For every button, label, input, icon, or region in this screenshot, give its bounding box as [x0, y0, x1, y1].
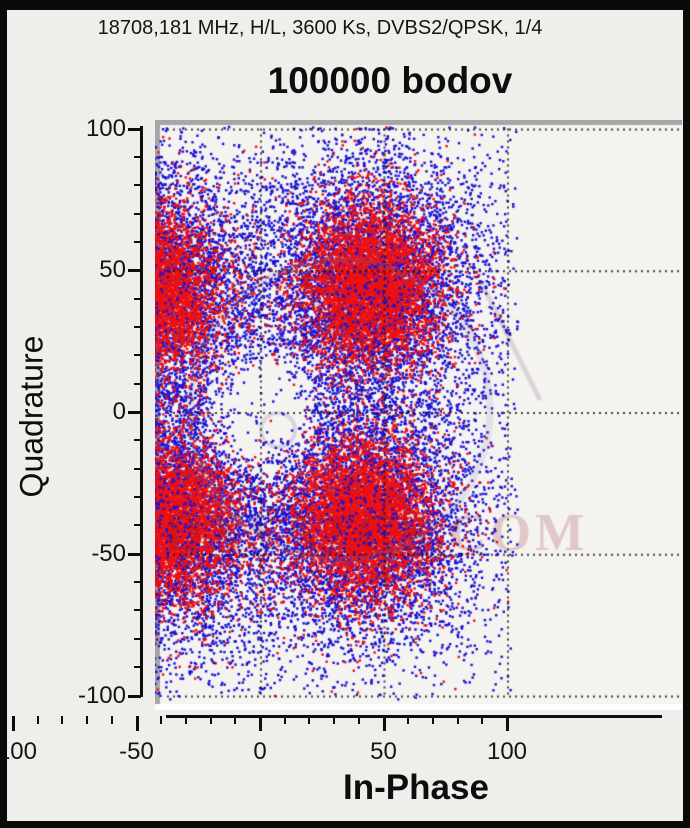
x-axis-tick — [431, 716, 434, 724]
x-axis-tick — [407, 716, 410, 724]
x-axis-tick — [456, 716, 459, 724]
x-axis-tick — [36, 716, 39, 724]
x-axis-tick — [12, 716, 15, 731]
x-axis-tick — [110, 716, 113, 724]
y-tick-label: -100 — [77, 681, 126, 709]
x-axis-tick — [184, 716, 187, 724]
y-axis-tick — [134, 609, 141, 612]
x-axis-tick — [61, 716, 64, 724]
y-axis-tick — [134, 467, 141, 470]
x-axis-tick — [259, 716, 262, 731]
y-axis-tick — [134, 382, 141, 385]
y-axis-tick — [134, 184, 141, 187]
x-tick-label: 100 — [486, 738, 528, 765]
y-axis-tick — [134, 637, 141, 640]
x-axis-tick — [135, 716, 139, 731]
chart-title: 100000 bodov — [267, 60, 513, 101]
y-tick-label: -50 — [91, 539, 126, 567]
x-axis-tick — [506, 716, 509, 731]
x-tick-label: -100 — [0, 738, 38, 765]
y-axis-ruler — [140, 126, 143, 697]
x-axis-tick — [481, 716, 484, 724]
y-axis-tick — [134, 325, 141, 328]
y-axis-tick — [128, 269, 141, 273]
y-axis-tick — [128, 552, 141, 556]
y-axis-tick — [134, 212, 141, 215]
y-tick-label: 50 — [99, 256, 126, 284]
x-tick-label: 0 — [253, 738, 267, 765]
signal-info-line: 18708,181 MHz, H/L, 3600 Ks, DVBS2/QPSK,… — [97, 17, 543, 39]
y-axis-tick — [134, 155, 141, 158]
x-axis-tick — [209, 716, 212, 724]
y-axis-tick — [134, 496, 141, 499]
x-axis-tick — [357, 716, 360, 724]
x-axis-title: In-Phase — [343, 768, 489, 807]
x-tick-label: 50 — [370, 738, 397, 765]
y-tick-label: 100 — [85, 114, 126, 142]
y-axis-tick — [134, 297, 141, 300]
x-axis-tick — [160, 716, 163, 724]
y-tick-label: 0 — [112, 398, 126, 425]
y-axis-tick — [134, 439, 141, 442]
x-axis-tick — [382, 716, 386, 731]
y-axis-tick — [134, 240, 141, 243]
x-axis-tick — [308, 716, 311, 724]
y-axis-tick — [128, 127, 141, 131]
y-axis-tick — [128, 411, 141, 414]
x-axis-tick — [333, 716, 336, 724]
y-axis-tick — [134, 666, 141, 669]
y-axis-tick — [134, 524, 141, 527]
x-axis-tick — [234, 716, 237, 724]
y-axis-title: Quadrature — [13, 335, 50, 498]
y-axis-tick — [128, 694, 141, 698]
y-axis-tick — [134, 581, 141, 584]
y-axis-tick — [134, 354, 141, 357]
x-tick-label: -50 — [119, 738, 154, 765]
constellation-plot — [155, 120, 682, 710]
x-axis-tick — [86, 716, 89, 724]
x-axis-ruler — [166, 715, 662, 718]
x-axis-tick — [283, 716, 286, 724]
